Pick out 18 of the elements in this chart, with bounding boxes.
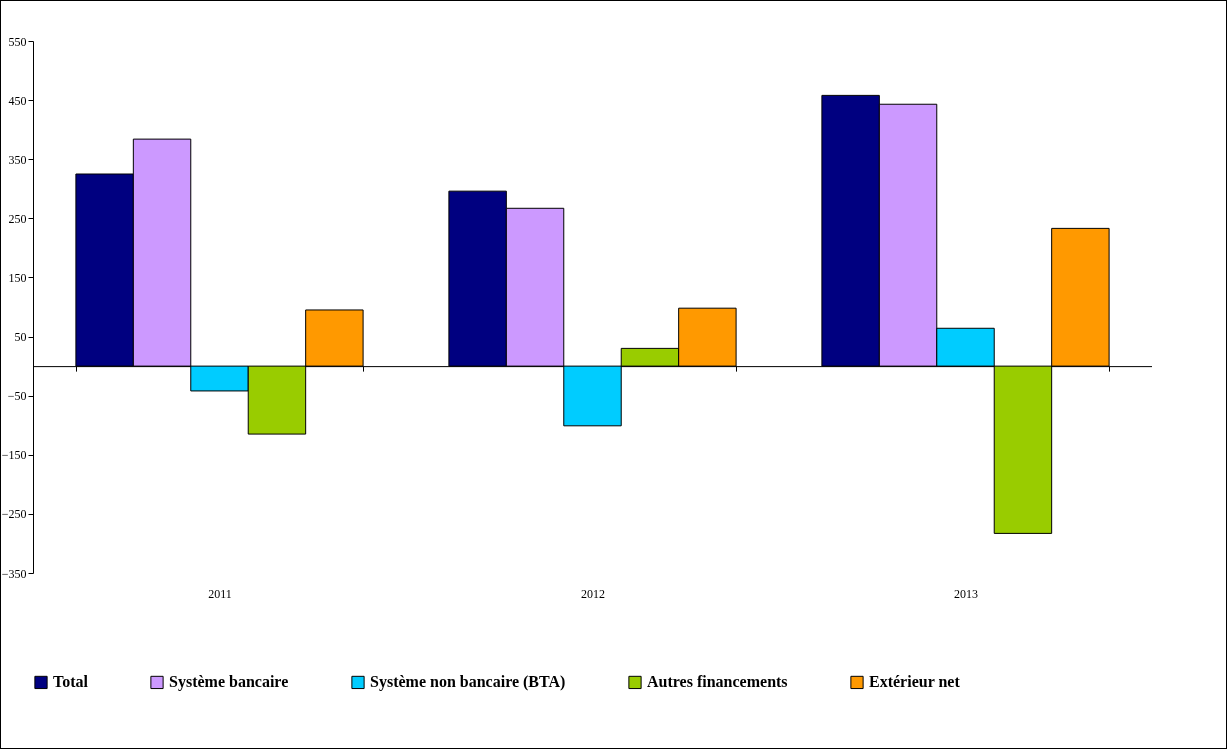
x-tick-label: 2013 — [954, 586, 978, 601]
y-tick-label: 450 — [8, 93, 27, 108]
y-tick-label: 250 — [8, 211, 27, 226]
x-tick-label: 2012 — [581, 586, 605, 601]
legend-label: Extérieur net — [869, 673, 961, 691]
y-tick-label: −50 — [7, 389, 27, 404]
y-tick-label: 550 — [8, 34, 27, 49]
y-tick-label: −350 — [1, 566, 27, 581]
x-tick-label: 2011 — [208, 586, 232, 601]
legend-label: Système non bancaire (BTA) — [370, 673, 566, 692]
legend-label: Système bancaire — [169, 673, 289, 692]
y-tick-label: −250 — [1, 507, 27, 522]
y-tick-label: 50 — [14, 330, 27, 345]
y-tick-label: 150 — [8, 270, 27, 285]
legend-label: Autres financements — [647, 673, 788, 691]
legend-label: Total — [53, 673, 89, 691]
y-tick-label: 350 — [8, 152, 27, 167]
y-tick-label: −150 — [1, 448, 27, 463]
